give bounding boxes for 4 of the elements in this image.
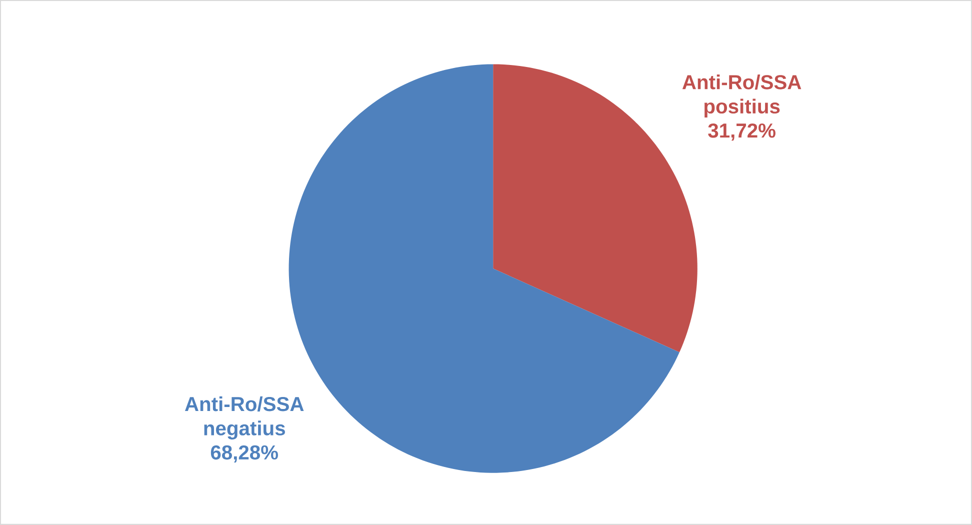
slice-label: Anti-Ro/SSA positius [682, 74, 802, 118]
slice-label: Anti-Ro/SSA negatius [184, 396, 304, 440]
data-label: 31,72% [708, 124, 776, 141]
data-label: 68,28% [210, 445, 278, 463]
